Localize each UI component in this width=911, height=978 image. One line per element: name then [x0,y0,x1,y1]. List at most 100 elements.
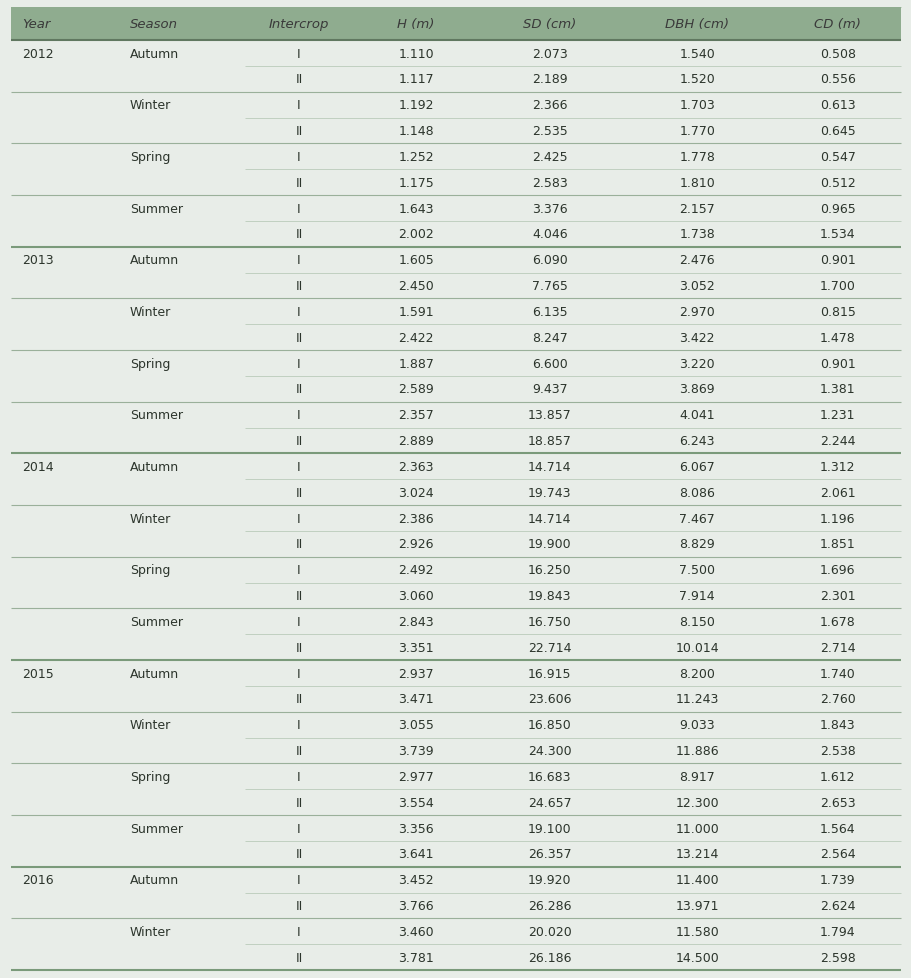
Text: I: I [297,719,301,732]
Text: 1.231: 1.231 [819,409,855,422]
Text: 2.073: 2.073 [531,48,567,61]
Text: 2.624: 2.624 [819,899,855,912]
Text: 1.696: 1.696 [819,563,855,577]
Text: 14.714: 14.714 [527,461,571,473]
Text: 1.117: 1.117 [398,73,434,86]
Text: 3.024: 3.024 [398,486,434,499]
Text: I: I [297,770,301,783]
Text: 1.739: 1.739 [819,873,855,886]
Text: 1.110: 1.110 [398,48,434,61]
Text: 4.046: 4.046 [531,228,567,242]
Text: I: I [297,409,301,422]
Text: 6.135: 6.135 [531,305,567,319]
Text: 9.033: 9.033 [679,719,714,732]
Text: 8.200: 8.200 [679,667,714,680]
Text: 1.591: 1.591 [398,305,434,319]
Text: 20.020: 20.020 [527,925,571,938]
Text: 16.915: 16.915 [527,667,571,680]
Text: 3.641: 3.641 [398,848,434,861]
Text: 24.657: 24.657 [527,796,571,809]
Text: Winter: Winter [129,512,170,525]
Text: Winter: Winter [129,99,170,112]
Text: 7.467: 7.467 [679,512,714,525]
Text: 14.500: 14.500 [675,951,719,963]
Text: 3.351: 3.351 [398,641,434,654]
Text: I: I [297,873,301,886]
Text: 0.512: 0.512 [819,176,855,190]
Text: 2.598: 2.598 [819,951,855,963]
Text: 2.476: 2.476 [679,254,714,267]
Text: 10.014: 10.014 [675,641,718,654]
Text: II: II [295,434,302,448]
Text: 3.060: 3.060 [398,590,434,602]
Text: 2.422: 2.422 [398,332,434,344]
Text: 2.492: 2.492 [398,563,434,577]
Text: 19.100: 19.100 [527,822,571,835]
Text: 2.564: 2.564 [819,848,855,861]
Text: 7.914: 7.914 [679,590,714,602]
Text: 1.703: 1.703 [679,99,714,112]
Text: II: II [295,899,302,912]
Text: 24.300: 24.300 [527,744,571,757]
Text: 1.175: 1.175 [398,176,434,190]
Text: 11.243: 11.243 [675,692,718,706]
Text: II: II [295,538,302,551]
Text: 3.452: 3.452 [398,873,434,886]
Text: 13.857: 13.857 [527,409,571,422]
Text: 14.714: 14.714 [527,512,571,525]
Text: I: I [297,667,301,680]
Text: Summer: Summer [129,409,182,422]
Text: 1.700: 1.700 [819,280,855,292]
Text: Spring: Spring [129,357,169,371]
Text: II: II [295,848,302,861]
Text: 0.815: 0.815 [819,305,855,319]
Text: 3.781: 3.781 [398,951,434,963]
Text: 18.857: 18.857 [527,434,571,448]
Text: 1.148: 1.148 [398,125,434,138]
Text: II: II [295,228,302,242]
Text: 2.450: 2.450 [398,280,434,292]
Text: 11.400: 11.400 [675,873,718,886]
Text: Spring: Spring [129,151,169,163]
Text: 3.220: 3.220 [679,357,714,371]
Text: II: II [295,951,302,963]
Text: 8.086: 8.086 [679,486,714,499]
Text: 1.252: 1.252 [398,151,434,163]
Text: 1.678: 1.678 [819,615,855,628]
Text: Winter: Winter [129,305,170,319]
Text: I: I [297,151,301,163]
Text: Summer: Summer [129,615,182,628]
Text: 19.843: 19.843 [527,590,571,602]
Text: 2.357: 2.357 [398,409,434,422]
Text: 23.606: 23.606 [527,692,571,706]
Text: 11.580: 11.580 [675,925,719,938]
Text: 0.556: 0.556 [819,73,855,86]
Text: Intercrop: Intercrop [269,18,329,31]
Text: 11.886: 11.886 [675,744,718,757]
Text: 1.851: 1.851 [819,538,855,551]
Text: 1.738: 1.738 [679,228,714,242]
Text: 16.750: 16.750 [527,615,571,628]
Text: 1.520: 1.520 [679,73,714,86]
Text: 8.150: 8.150 [679,615,714,628]
Text: 2.589: 2.589 [398,383,434,396]
Text: 1.770: 1.770 [679,125,714,138]
Text: 2.425: 2.425 [531,151,567,163]
Text: Summer: Summer [129,822,182,835]
Text: 1.810: 1.810 [679,176,714,190]
Text: Spring: Spring [129,770,169,783]
Text: 0.547: 0.547 [819,151,855,163]
Text: 3.422: 3.422 [679,332,714,344]
Text: I: I [297,202,301,215]
Text: Season: Season [129,18,178,31]
Text: 0.613: 0.613 [819,99,855,112]
Text: 6.090: 6.090 [531,254,567,267]
Text: 3.554: 3.554 [398,796,434,809]
Text: 1.740: 1.740 [819,667,855,680]
Text: 16.683: 16.683 [527,770,571,783]
Text: 0.901: 0.901 [819,357,855,371]
Bar [11,8,900,41]
Text: 2.977: 2.977 [398,770,434,783]
Text: 2.760: 2.760 [819,692,855,706]
Text: CD (m): CD (m) [814,18,860,31]
